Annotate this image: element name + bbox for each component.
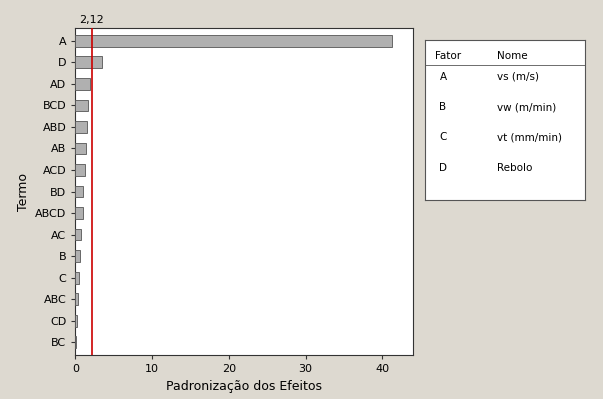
Bar (75, 56, 103, 68)
Bar (75, 207, 83, 219)
Text: vt (mm/min): vt (mm/min) (497, 132, 562, 142)
Bar (75, 186, 83, 198)
Bar (75, 142, 86, 154)
Text: Rebolo: Rebolo (497, 163, 532, 173)
Bar (75, 293, 78, 305)
Text: D: D (440, 163, 447, 173)
Bar (75, 121, 86, 133)
Text: Nome: Nome (497, 51, 528, 61)
Bar (75, 250, 80, 262)
Text: 2,12: 2,12 (79, 15, 104, 25)
Text: A: A (440, 72, 447, 82)
Bar (75, 272, 79, 284)
Text: C: C (440, 132, 447, 142)
Text: Fator: Fator (435, 51, 461, 61)
Text: vw (m/min): vw (m/min) (497, 102, 557, 112)
Bar (75, 99, 88, 111)
Y-axis label: Termo: Termo (16, 172, 30, 211)
Text: B: B (440, 102, 447, 112)
Bar (75, 336, 76, 348)
Bar (75, 164, 85, 176)
Text: vs (m/s): vs (m/s) (497, 72, 539, 82)
Bar (75, 315, 77, 327)
X-axis label: Padronização dos Efeitos: Padronização dos Efeitos (166, 380, 322, 393)
Bar (75, 35, 391, 47)
Bar (75, 78, 90, 90)
Bar (75, 229, 81, 241)
